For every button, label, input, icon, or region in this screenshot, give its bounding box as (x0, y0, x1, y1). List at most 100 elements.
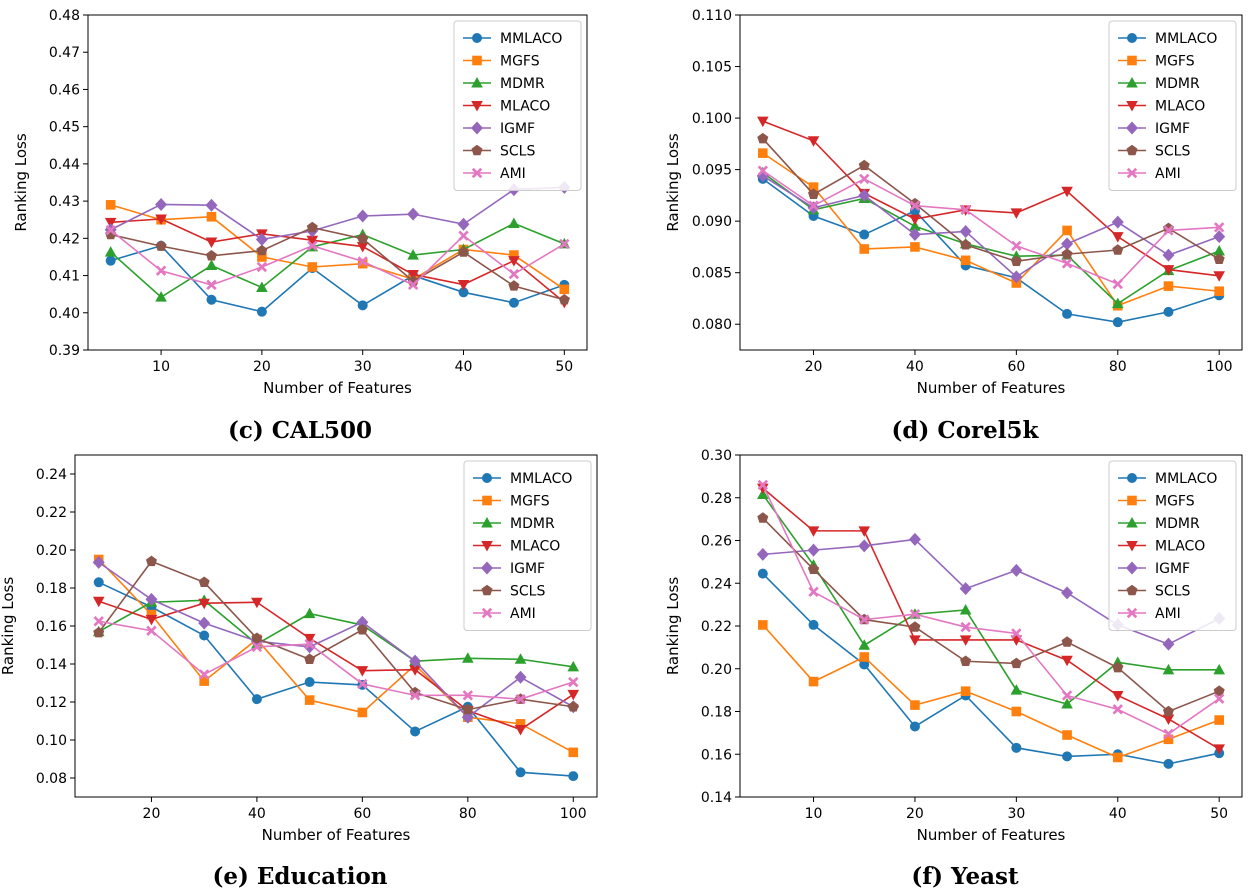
x-axis-label: Number of Features (262, 826, 411, 844)
data-point (1062, 308, 1073, 319)
data-point (251, 641, 263, 653)
data-point (1010, 657, 1022, 669)
data-point (514, 725, 527, 736)
data-point (807, 526, 820, 537)
legend-marker (482, 473, 492, 483)
y-tick-label: 0.47 (49, 45, 80, 61)
legend-label: MLACO (500, 99, 550, 115)
data-point (357, 258, 368, 269)
data-point (199, 676, 209, 686)
series-line (762, 169, 1220, 285)
legend-marker (1127, 495, 1137, 506)
data-point (457, 279, 470, 291)
data-point (104, 246, 117, 257)
chart-panel: 0.08 0.10 0.12 0.14 0.16 0.18 0.20 0.22 0.24 20 40… (0, 454, 598, 890)
data-point (757, 568, 768, 579)
data-point (859, 659, 870, 670)
legend-item-ami: AMI (1118, 606, 1181, 622)
data-point (198, 616, 211, 630)
legend-label: MMLACO (1155, 31, 1217, 47)
data-point (205, 237, 218, 249)
data-point (146, 609, 157, 620)
x-tick-label: 50 (1210, 806, 1228, 822)
data-point (155, 240, 167, 251)
x-tick-label: 100 (1206, 359, 1233, 375)
y-tick-label: 0.44 (49, 157, 80, 173)
data-point (1062, 225, 1072, 236)
data-point (407, 249, 419, 260)
data-point (198, 669, 210, 680)
data-point (1213, 663, 1225, 675)
x-tick-label: 20 (143, 806, 161, 822)
y-tick-label: 0.39 (49, 343, 80, 359)
data-point (356, 666, 369, 677)
data-point (1162, 714, 1175, 725)
data-point (92, 555, 105, 569)
data-point (1163, 281, 1174, 291)
series-line (110, 244, 565, 313)
legend: MMLACO MGFS MDMR MLACO IGMF SCLS AMI (1108, 460, 1237, 631)
data-point (909, 214, 921, 226)
data-point (808, 676, 819, 687)
series-line (762, 484, 1220, 735)
y-tick-label: 0.46 (49, 82, 80, 98)
data-point (93, 616, 104, 627)
data-point (206, 294, 217, 305)
data-point (145, 592, 158, 606)
data-point (508, 217, 520, 228)
data-point (558, 293, 570, 305)
data-point (462, 652, 474, 663)
series-scls (757, 132, 1225, 267)
legend-item-mlaco: MLACO (463, 99, 550, 115)
y-tick-label: 0.12 (36, 695, 67, 711)
data-point (256, 306, 267, 317)
data-point (1213, 253, 1225, 264)
y-tick-label: 0.105 (692, 60, 732, 76)
legend-label: IGMF (1155, 121, 1190, 137)
legend-label: MGFS (1155, 494, 1195, 510)
data-point (508, 268, 520, 280)
legend-marker (1126, 77, 1138, 88)
data-point (1213, 744, 1225, 755)
data-point (1061, 698, 1073, 709)
data-point (1163, 758, 1174, 769)
data-point (1163, 734, 1174, 745)
legend-item-mdmr: MDMR (463, 76, 545, 92)
data-point (155, 197, 168, 211)
y-tick-label: 0.18 (36, 581, 67, 597)
data-point (514, 670, 527, 684)
y-tick-label: 0.14 (36, 657, 67, 673)
data-point (303, 633, 316, 645)
data-point (93, 577, 104, 588)
legend-box (463, 460, 592, 631)
data-point (1213, 685, 1225, 696)
legend-marker (482, 495, 492, 506)
data-point (356, 624, 368, 635)
data-point (1112, 752, 1123, 763)
x-axis-label: Number of Features (917, 379, 1066, 397)
data-point (1062, 751, 1073, 762)
data-point (568, 771, 579, 782)
x-tick-label: 30 (1007, 806, 1025, 822)
legend-marker (1126, 584, 1138, 596)
legend-label: AMI (1155, 606, 1181, 622)
data-point (1112, 704, 1123, 715)
series-line (110, 186, 565, 241)
data-point (508, 256, 520, 267)
data-point (199, 630, 210, 641)
data-point (959, 582, 972, 596)
legend-item-mdmr: MDMR (473, 516, 555, 532)
data-point (1112, 661, 1124, 673)
data-point (757, 512, 769, 523)
data-point (515, 719, 526, 729)
x-tick-label: 40 (455, 359, 473, 375)
data-point (1010, 270, 1023, 284)
y-tick-label: 0.100 (692, 111, 732, 127)
data-point (959, 224, 972, 238)
y-tick-label: 0.20 (701, 662, 732, 678)
data-point (808, 188, 820, 200)
y-tick-label: 0.08 (36, 771, 67, 787)
legend-label: MMLACO (500, 31, 562, 47)
data-point (1213, 222, 1225, 233)
